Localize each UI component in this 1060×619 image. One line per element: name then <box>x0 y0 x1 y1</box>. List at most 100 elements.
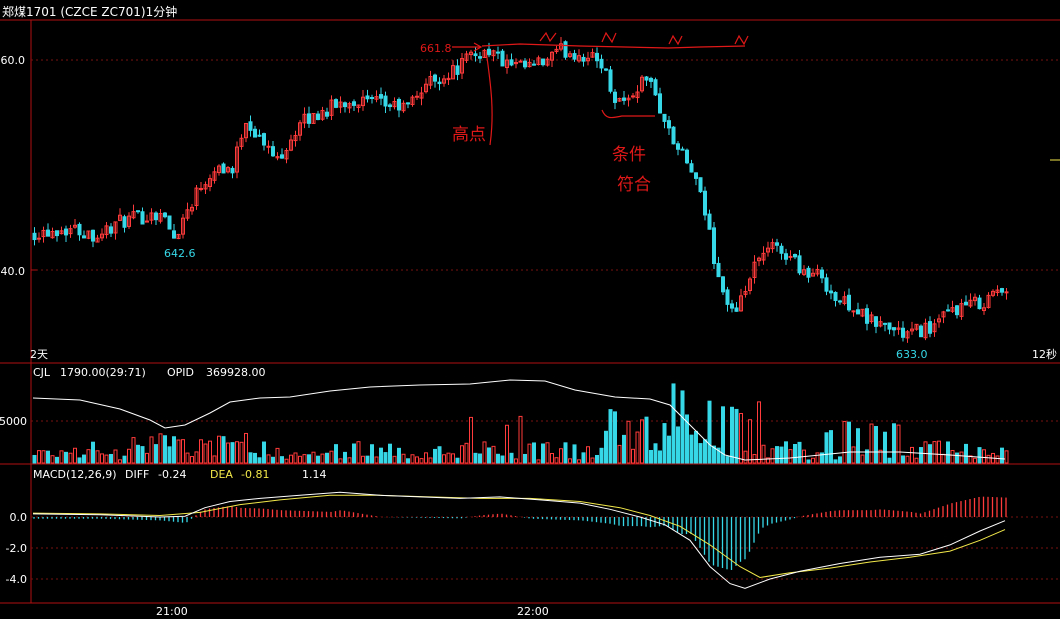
volume-bar <box>667 435 671 464</box>
candlestick <box>284 147 289 164</box>
volume-bar <box>644 416 649 464</box>
volume-bar <box>869 423 874 464</box>
candlestick <box>59 226 64 235</box>
candle-body <box>694 172 698 179</box>
volume-bar <box>181 439 185 464</box>
candlestick <box>176 233 181 240</box>
candle-body <box>514 61 518 65</box>
candle-body <box>586 57 590 62</box>
candlestick <box>190 204 194 215</box>
volume-bar <box>982 449 986 464</box>
candlestick <box>568 50 572 59</box>
volume-bar <box>626 420 631 464</box>
candle-body <box>91 229 95 242</box>
candle-body <box>676 143 680 150</box>
candlestick <box>982 303 986 315</box>
candle-body <box>734 307 739 312</box>
volume-bar <box>325 452 329 464</box>
candlestick <box>266 140 271 154</box>
candle-body <box>154 212 158 221</box>
candlestick <box>289 134 293 152</box>
candle-body <box>842 296 847 304</box>
candlestick <box>338 96 343 114</box>
candlestick <box>766 241 770 257</box>
candle-body <box>86 230 91 239</box>
candlestick <box>325 107 329 120</box>
volume-bar <box>460 445 464 464</box>
volume-bar <box>581 452 586 464</box>
volume-bar <box>95 450 100 464</box>
candle-body <box>707 213 712 230</box>
volume-bar <box>316 455 320 464</box>
candle-body <box>266 145 271 148</box>
candle-body <box>361 96 365 107</box>
volume-bar <box>563 442 568 464</box>
volume-bar <box>689 434 694 464</box>
macd-panel <box>32 491 1007 589</box>
annotation-condition: 条件 <box>612 145 646 165</box>
candlestick <box>581 53 586 67</box>
candle-body <box>919 325 923 338</box>
candle-body <box>757 257 761 262</box>
dea-label: DEA <box>210 468 233 481</box>
volume-bar <box>847 421 851 464</box>
candlestick <box>73 219 77 229</box>
candlestick <box>194 185 199 210</box>
candlestick <box>536 55 541 66</box>
candlestick <box>424 78 428 94</box>
volume-bar <box>518 415 523 464</box>
candlestick <box>500 48 505 67</box>
candle-body <box>460 58 464 74</box>
candlestick <box>689 159 694 173</box>
volume-bar <box>397 447 401 464</box>
candle-body <box>599 58 604 69</box>
candlestick <box>415 90 419 100</box>
volume-bar <box>451 453 455 464</box>
candlestick <box>905 329 910 343</box>
volume-bar <box>293 452 298 464</box>
candle-body <box>748 278 752 291</box>
candlestick <box>221 162 226 174</box>
candle-body <box>199 187 203 190</box>
candle-body <box>478 56 482 59</box>
candlestick <box>730 299 734 313</box>
volume-bar <box>280 456 284 464</box>
candlestick <box>878 316 883 328</box>
candle-body <box>158 213 163 222</box>
volume-bar <box>743 450 748 464</box>
candlestick <box>118 208 122 222</box>
volume-bar <box>793 443 797 464</box>
candle-body <box>658 93 662 114</box>
volume-bar <box>604 430 608 464</box>
candlestick <box>518 59 523 63</box>
candle-body <box>968 299 973 307</box>
candle-body <box>424 83 428 93</box>
volume-bar <box>784 441 788 464</box>
price-panel <box>32 31 1009 343</box>
candlestick <box>140 207 145 225</box>
volume-bar <box>1000 447 1004 464</box>
volume-bar <box>640 419 644 464</box>
volume-bar <box>910 446 914 464</box>
volume-bar <box>424 452 428 464</box>
candlestick <box>631 92 635 99</box>
volume-bar <box>478 453 482 464</box>
volume-bar <box>361 455 365 464</box>
volume-bar <box>172 436 176 464</box>
y-tick-660: 660.0 <box>0 54 25 67</box>
volume-bar <box>973 457 977 464</box>
candle-body <box>383 95 388 107</box>
volume-bar <box>725 456 730 464</box>
candle-body <box>847 294 851 311</box>
candle-body <box>397 98 401 111</box>
candle-body <box>640 76 644 92</box>
opid-value: 369928.00 <box>206 366 266 379</box>
candle-body <box>590 52 595 58</box>
volume-bar <box>622 434 626 464</box>
candle-body <box>703 190 707 216</box>
volume-bar <box>829 430 833 464</box>
candlestick <box>68 224 73 238</box>
candle-body <box>500 50 505 67</box>
diff-label: DIFF <box>125 468 149 481</box>
